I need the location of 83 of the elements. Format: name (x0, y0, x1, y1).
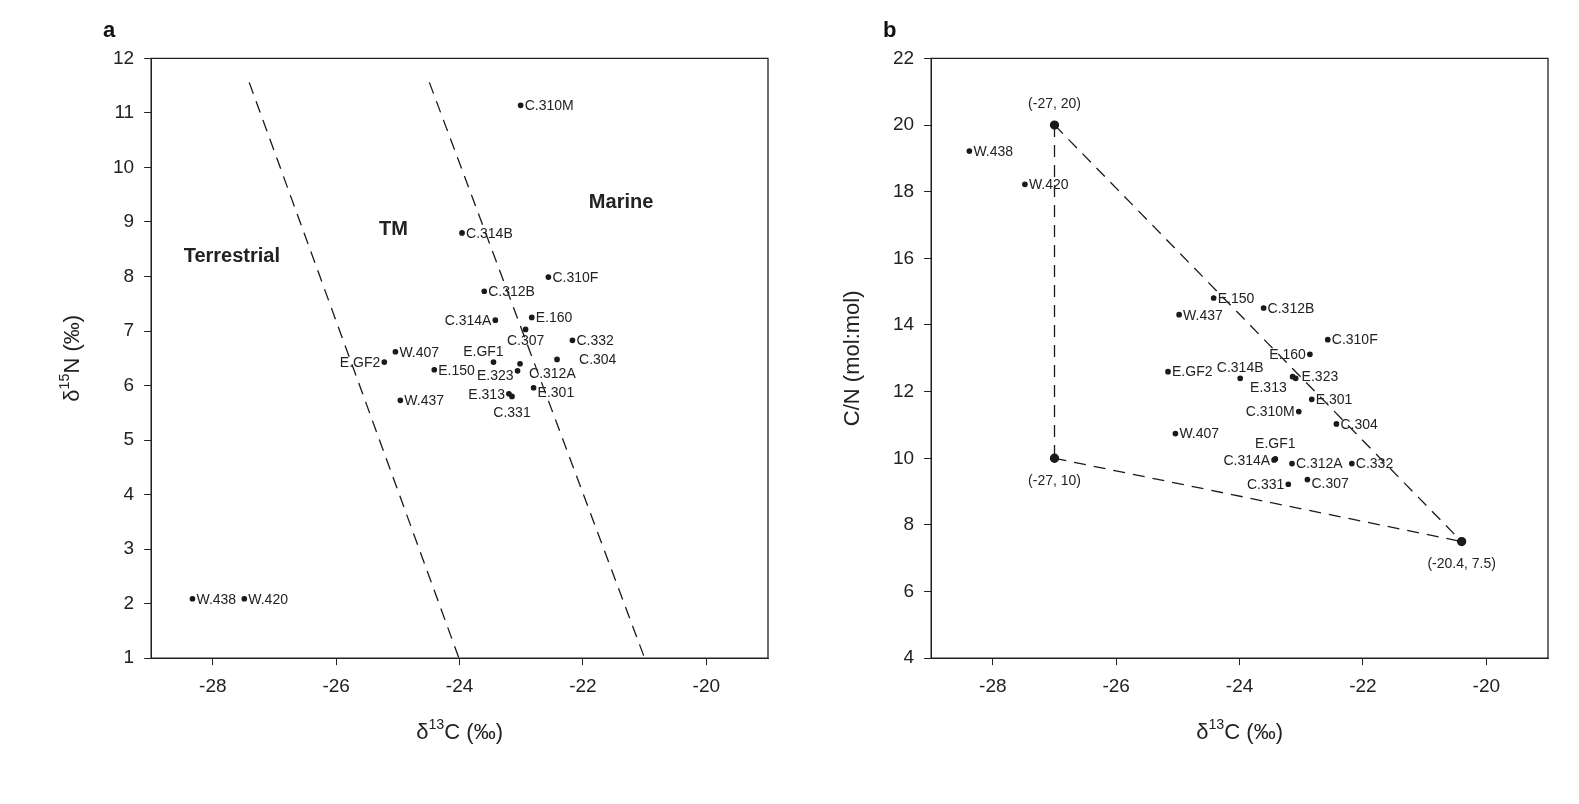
y-tick-label: 16 (892, 246, 915, 268)
y-tick-label: 22 (892, 46, 915, 68)
data-label: C.314B (1216, 359, 1264, 376)
x-tick-label: -24 (1225, 674, 1254, 696)
data-label: W.437 (1183, 306, 1224, 323)
data-label: E.150 (1217, 289, 1255, 306)
x-tick-label: -22 (569, 674, 597, 696)
x-tick-label: -28 (979, 674, 1007, 696)
y-tick-label: 14 (892, 313, 915, 335)
y-tick-label: 11 (114, 101, 135, 123)
data-label: E.GF1 (463, 342, 504, 359)
data-label: W.438 (973, 142, 1014, 159)
y-tick-label: 4 (123, 482, 135, 504)
data-label: E.150 (438, 361, 476, 378)
data-label: C.331 (1246, 476, 1285, 493)
y-tick-label: 4 (903, 646, 915, 668)
data-label: C.312A (529, 364, 577, 381)
data-label: C.332 (1355, 455, 1394, 472)
data-label: E.323 (1301, 368, 1339, 385)
data-label: (-27, 10) (1028, 472, 1081, 489)
data-label: E.GF1 (1255, 434, 1296, 451)
y-tick-label: 12 (892, 379, 915, 401)
data-label: E.GF2 (1172, 363, 1213, 380)
chart-title: b (883, 17, 897, 43)
y-tick-label: 3 (123, 537, 135, 559)
y-tick-label: 2 (123, 591, 135, 613)
y-tick-label: 8 (123, 264, 135, 286)
data-label: W.420 (248, 590, 289, 607)
x-tick-label: -20 (692, 674, 721, 696)
x-tick-label: -28 (199, 674, 227, 696)
data-label: C.314B (466, 224, 513, 241)
x-tick-label: -20 (1472, 674, 1501, 696)
data-label: (-20.4, 7.5) (1427, 555, 1496, 572)
annotation: TM (379, 216, 408, 239)
y-tick-label: 20 (892, 113, 915, 135)
annotation: Terrestrial (183, 243, 281, 266)
x-tick-label: -26 (1102, 674, 1130, 696)
data-label: C.331 (493, 404, 531, 421)
y-tick-label: 12 (112, 46, 135, 68)
data-label: C.332 (576, 332, 615, 349)
data-label: E.301 (537, 383, 575, 400)
data-label: W.437 (404, 392, 445, 409)
data-label: (-27, 20) (1028, 94, 1081, 111)
y-tick-label: 10 (892, 446, 915, 468)
y-tick-label: 7 (123, 319, 135, 341)
y-tick-label: 6 (123, 373, 135, 395)
annotation: Marine (588, 189, 654, 212)
data-label: C.307 (1311, 475, 1349, 492)
data-label: E.160 (1269, 346, 1307, 363)
data-label: E.160 (535, 309, 573, 326)
data-label: C.314A (444, 311, 493, 328)
y-tick-label: 6 (903, 579, 915, 601)
y-tick-label: 9 (123, 210, 135, 232)
data-label: W.407 (399, 343, 440, 360)
y-tick-label: 1 (123, 646, 135, 668)
x-tick-label: -22 (1349, 674, 1377, 696)
data-label: E.GF2 (339, 353, 381, 370)
data-label: C.310F (1331, 331, 1378, 348)
data-label: W.420 (1028, 176, 1069, 193)
data-label: E.313 (468, 385, 506, 402)
data-label: C.304 (579, 351, 617, 368)
chart-title: a (103, 17, 116, 43)
data-label: C.310M (1245, 403, 1295, 420)
y-tick-label: 5 (123, 428, 135, 450)
data-label: E.323 (476, 366, 514, 383)
y-tick-label: 18 (892, 179, 915, 201)
data-label: C.304 (1340, 415, 1378, 432)
data-label: C.312B (1267, 299, 1315, 316)
y-axis-title: δ15N (‰) (56, 314, 85, 402)
data-label: C.314A (1223, 451, 1271, 468)
data-label: C.310F (552, 268, 599, 285)
y-tick-label: 10 (112, 155, 135, 177)
data-label: C.307 (506, 332, 545, 349)
y-axis-title: C/N (mol:mol) (839, 290, 865, 427)
data-label: C.310M (524, 97, 574, 114)
x-tick-label: -26 (322, 674, 350, 696)
data-label: C.312A (1296, 455, 1344, 472)
data-label: W.438 (196, 590, 237, 607)
data-label: W.407 (1179, 425, 1220, 442)
data-label: E.301 (1315, 391, 1353, 408)
x-tick-label: -24 (445, 674, 474, 696)
data-label: E.313 (1250, 379, 1287, 396)
y-tick-label: 8 (903, 513, 915, 535)
